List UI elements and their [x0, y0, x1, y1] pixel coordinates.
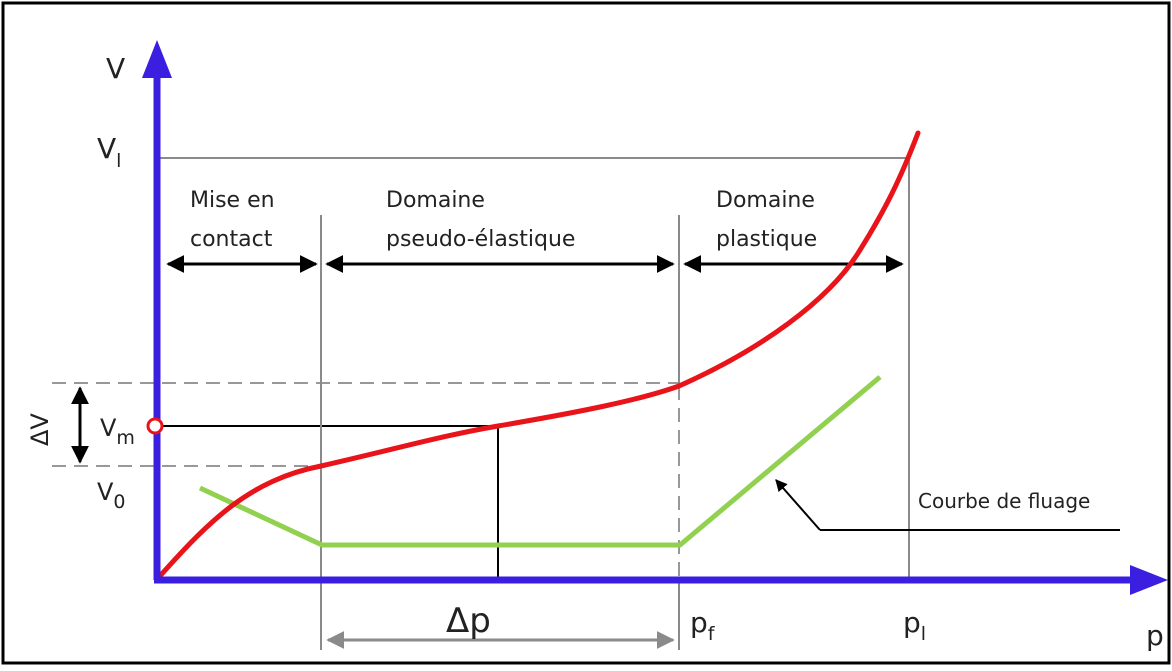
- pressiometric-curve: [157, 130, 921, 579]
- delta-p-label: Δp: [446, 601, 491, 641]
- creep-curve: [198, 375, 882, 548]
- x-axis-arrowhead: [1130, 565, 1168, 595]
- delta-v-label: ΔV: [26, 413, 54, 446]
- vm-label: Vm: [100, 414, 135, 449]
- zone-plastic-line1: Domaine: [716, 188, 815, 213]
- zone-plastic-line2: plastique: [716, 227, 817, 252]
- pl-label: pl: [903, 606, 926, 645]
- zone-pseudo-elastic-line1: Domaine: [386, 188, 485, 213]
- y-axis-label: V: [106, 52, 125, 85]
- creep-curve-label: Courbe de fluage: [918, 489, 1090, 513]
- zone-pseudo-elastic-line2: pseudo-élastique: [386, 227, 575, 252]
- y-axis-arrowhead: [142, 40, 172, 78]
- pf-label: pf: [690, 606, 716, 645]
- zone-contact-line2: contact: [190, 227, 273, 252]
- zone-contact-line1: Mise en: [190, 188, 275, 213]
- creep-pointer-arrow: [775, 479, 821, 531]
- vl-label: Vl: [97, 132, 121, 172]
- x-axis-label: p: [1146, 619, 1164, 652]
- v0-label: V0: [97, 478, 126, 513]
- vm-marker: [146, 417, 164, 435]
